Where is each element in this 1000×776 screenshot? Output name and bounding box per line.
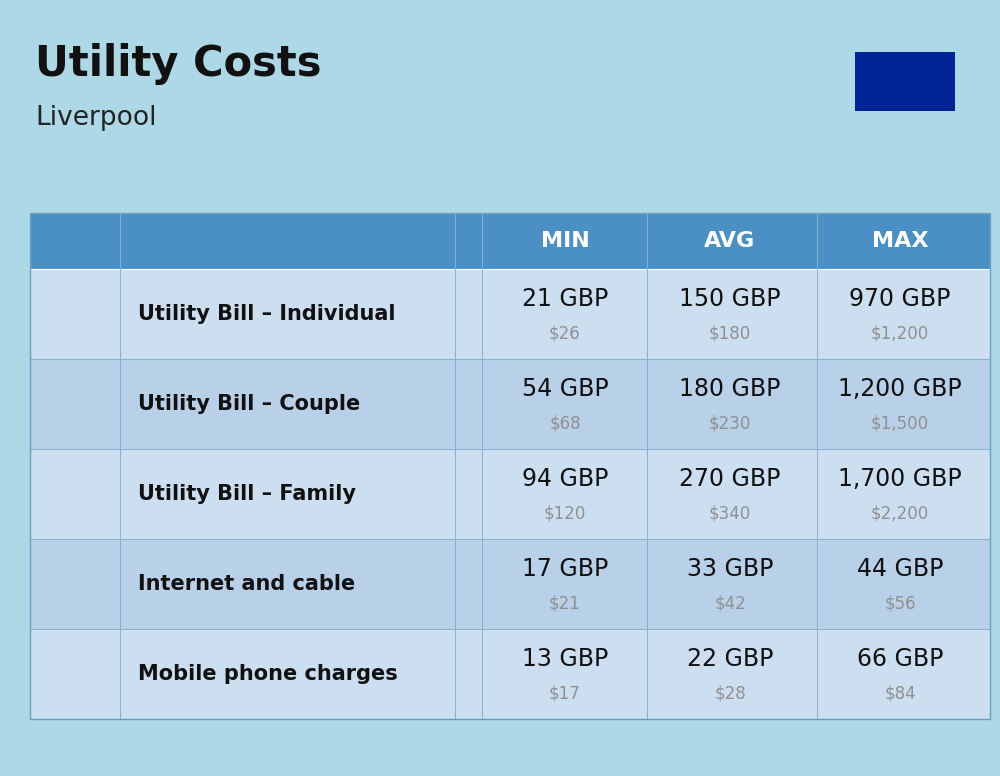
- Text: $120: $120: [544, 504, 586, 523]
- Text: 1,700 GBP: 1,700 GBP: [838, 467, 962, 490]
- Circle shape: [67, 375, 83, 392]
- Text: $230: $230: [709, 414, 751, 433]
- Text: MAX: MAX: [872, 231, 928, 251]
- Text: 66 GBP: 66 GBP: [857, 647, 943, 670]
- Text: $26: $26: [549, 324, 581, 343]
- Text: 1,200 GBP: 1,200 GBP: [838, 377, 962, 400]
- FancyBboxPatch shape: [47, 634, 103, 715]
- Text: 21 GBP: 21 GBP: [522, 287, 608, 310]
- FancyBboxPatch shape: [59, 474, 91, 494]
- Text: Mobile phone charges: Mobile phone charges: [138, 664, 398, 684]
- FancyBboxPatch shape: [59, 671, 71, 683]
- Text: 22 GBP: 22 GBP: [687, 647, 773, 670]
- FancyBboxPatch shape: [74, 407, 107, 442]
- FancyBboxPatch shape: [42, 589, 108, 617]
- Text: Utility Costs: Utility Costs: [35, 43, 322, 85]
- Text: $180: $180: [709, 324, 751, 343]
- Circle shape: [73, 576, 77, 580]
- Text: 54 GBP: 54 GBP: [522, 377, 608, 400]
- Circle shape: [88, 327, 98, 338]
- FancyBboxPatch shape: [39, 497, 72, 532]
- Text: 270 GBP: 270 GBP: [679, 467, 781, 490]
- Text: $68: $68: [549, 414, 581, 433]
- FancyBboxPatch shape: [76, 497, 109, 532]
- FancyBboxPatch shape: [71, 687, 82, 698]
- Text: 17 GBP: 17 GBP: [522, 557, 608, 580]
- FancyBboxPatch shape: [39, 317, 72, 352]
- FancyBboxPatch shape: [59, 687, 71, 698]
- Circle shape: [67, 465, 83, 482]
- FancyBboxPatch shape: [76, 317, 109, 352]
- Circle shape: [71, 469, 79, 478]
- Text: Utility Bill – Family: Utility Bill – Family: [138, 484, 356, 504]
- Text: 150 GBP: 150 GBP: [679, 287, 781, 310]
- Circle shape: [48, 417, 59, 428]
- Text: $56: $56: [884, 594, 916, 613]
- Text: 180 GBP: 180 GBP: [679, 377, 781, 400]
- FancyBboxPatch shape: [63, 641, 87, 646]
- FancyBboxPatch shape: [83, 656, 94, 667]
- Text: $17: $17: [549, 684, 581, 703]
- Text: 970 GBP: 970 GBP: [849, 287, 951, 310]
- Circle shape: [65, 375, 85, 395]
- Text: $42: $42: [714, 594, 746, 613]
- Text: $1,200: $1,200: [871, 324, 929, 343]
- FancyBboxPatch shape: [83, 671, 94, 683]
- Text: $340: $340: [709, 504, 751, 523]
- Text: Utility Bill – Individual: Utility Bill – Individual: [138, 304, 396, 324]
- FancyBboxPatch shape: [37, 407, 70, 442]
- Circle shape: [72, 704, 78, 710]
- FancyBboxPatch shape: [56, 649, 94, 702]
- Text: $84: $84: [884, 684, 916, 703]
- Text: 33 GBP: 33 GBP: [687, 557, 773, 580]
- Text: 44 GBP: 44 GBP: [857, 557, 943, 580]
- Text: $21: $21: [549, 594, 581, 613]
- Circle shape: [72, 600, 78, 606]
- FancyBboxPatch shape: [59, 294, 91, 314]
- Text: Liverpool: Liverpool: [35, 105, 156, 131]
- Text: $2,200: $2,200: [871, 504, 929, 523]
- Circle shape: [71, 289, 79, 298]
- Text: 94 GBP: 94 GBP: [522, 467, 608, 490]
- Text: $1,500: $1,500: [871, 414, 929, 433]
- Text: MIN: MIN: [541, 231, 589, 251]
- Text: $28: $28: [714, 684, 746, 703]
- Circle shape: [85, 417, 96, 428]
- FancyBboxPatch shape: [71, 656, 82, 667]
- Circle shape: [67, 285, 83, 302]
- Text: Internet and cable: Internet and cable: [138, 574, 355, 594]
- Text: AVG: AVG: [704, 231, 756, 251]
- Circle shape: [51, 327, 61, 338]
- Circle shape: [65, 285, 85, 305]
- Text: 13 GBP: 13 GBP: [522, 647, 608, 670]
- Circle shape: [71, 379, 79, 388]
- Circle shape: [88, 507, 98, 518]
- Circle shape: [65, 465, 85, 485]
- Circle shape: [51, 507, 61, 518]
- FancyBboxPatch shape: [71, 671, 82, 683]
- FancyBboxPatch shape: [59, 656, 71, 667]
- FancyBboxPatch shape: [59, 384, 91, 404]
- Text: Utility Bill – Couple: Utility Bill – Couple: [138, 394, 360, 414]
